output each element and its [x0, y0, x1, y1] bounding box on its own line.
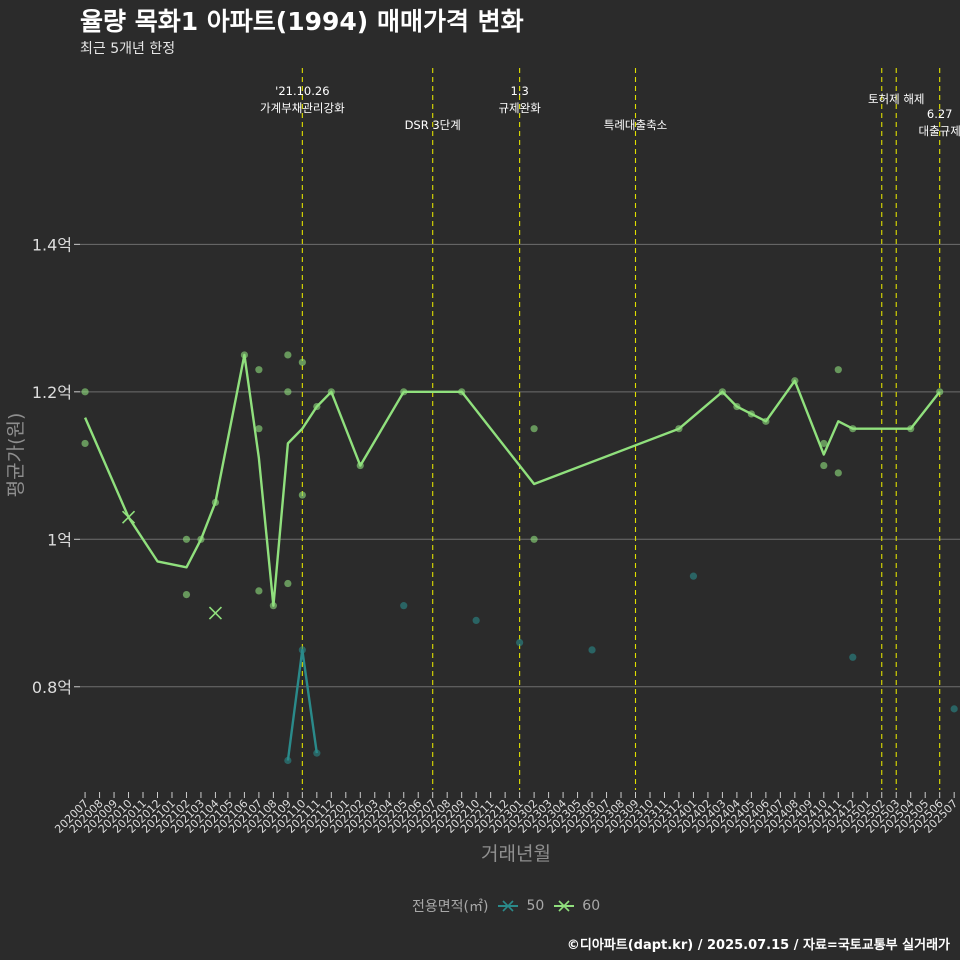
legend-item-60: 60 — [552, 898, 600, 914]
legend-label-60: 60 — [582, 898, 601, 914]
legend-swatch-50 — [498, 900, 519, 912]
data-point-60 — [834, 469, 842, 477]
chart-title: 율량 목화1 아파트(1994) 매매가격 변화 — [80, 7, 524, 36]
policy-label: 특례대출축소 — [604, 118, 667, 132]
data-point-60 — [834, 366, 842, 374]
data-point-50 — [849, 653, 857, 661]
policy-label: 가계부채관리강화 — [260, 101, 345, 115]
data-point-50 — [313, 749, 321, 757]
cross-marker-60 — [121, 510, 136, 524]
data-point-50 — [950, 705, 958, 713]
data-point-60 — [298, 358, 306, 366]
cross-marker-60 — [208, 606, 223, 620]
policy-label: 1.3 — [510, 84, 528, 98]
source-caption: ©디아파트(dapt.kr) / 2025.07.15 / 자료=국토교통부 실… — [566, 938, 950, 953]
data-point-60 — [284, 579, 292, 588]
x-axis-title: 거래년월 — [481, 843, 551, 865]
y-tick-label: 1.2억 — [32, 383, 72, 402]
data-point-60 — [284, 351, 292, 359]
data-point-60 — [255, 587, 263, 595]
legend: 전용면적(㎡) 50 60 — [412, 896, 600, 916]
data-point-60 — [530, 425, 538, 433]
policy-label: DSR 3단계 — [405, 118, 461, 132]
y-tick-label: 1.4억 — [32, 235, 72, 254]
data-point-60 — [820, 439, 828, 448]
policy-label: '21.10.26 — [275, 84, 329, 98]
legend-item-50: 50 — [496, 898, 544, 914]
data-point-50 — [472, 616, 480, 625]
data-point-60 — [81, 388, 89, 396]
series-line-60 — [83, 353, 941, 607]
legend-swatch-60 — [554, 900, 575, 912]
policy-label: 대출규제 — [919, 124, 960, 138]
y-axis-title: 평균가(원) — [5, 413, 27, 498]
data-point-60 — [255, 366, 263, 374]
data-point-60 — [284, 388, 292, 396]
data-point-60 — [298, 491, 306, 499]
series-line-50 — [286, 648, 318, 761]
data-point-50 — [284, 756, 292, 765]
legend-label-50: 50 — [526, 898, 545, 914]
data-point-50 — [689, 572, 698, 580]
data-point-50 — [588, 646, 596, 654]
data-point-60 — [182, 535, 191, 543]
data-point-60 — [530, 535, 538, 543]
data-point-60 — [820, 461, 828, 470]
legend-title: 전용면적(㎡) — [412, 899, 489, 915]
chart-subtitle: 최근 5개년 한정 — [80, 41, 176, 57]
data-point-60 — [81, 439, 89, 448]
data-point-60 — [182, 590, 191, 599]
data-point-50 — [400, 602, 408, 610]
policy-label: 토허제 해제 — [868, 92, 925, 106]
policy-label: 규제완화 — [498, 101, 541, 115]
data-point-60 — [255, 425, 263, 433]
policy-label: 6.27 — [927, 107, 953, 121]
y-tick-label: 0.8억 — [32, 678, 72, 697]
data-point-50 — [516, 638, 524, 647]
y-tick-label: 1억 — [47, 530, 72, 549]
